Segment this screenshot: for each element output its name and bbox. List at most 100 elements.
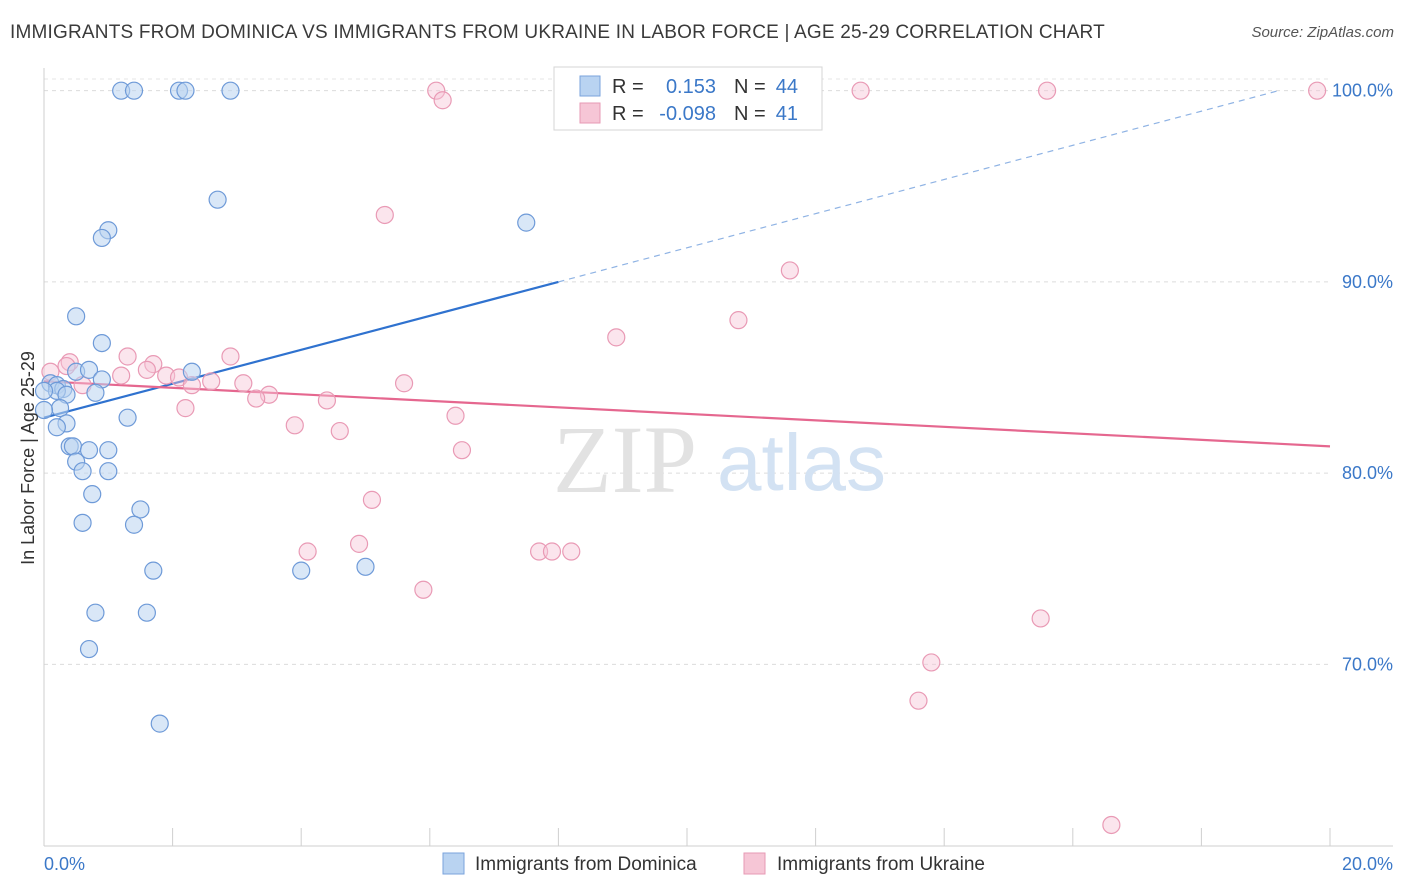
x-tick-label: 0.0% bbox=[44, 854, 85, 874]
point-ukraine bbox=[247, 389, 266, 408]
legend-swatch-dominica bbox=[442, 852, 465, 875]
chart-title: IMMIGRANTS FROM DOMINICA VS IMMIGRANTS F… bbox=[10, 22, 1105, 43]
legend-label-dominica: Immigrants from Dominica bbox=[475, 854, 697, 875]
point-ukraine bbox=[922, 653, 941, 672]
point-ukraine bbox=[202, 372, 221, 391]
point-ukraine bbox=[562, 542, 581, 561]
point-dominica bbox=[150, 714, 169, 733]
stats-r-label-ukraine: R = bbox=[612, 103, 644, 125]
point-dominica bbox=[63, 437, 83, 456]
axes bbox=[43, 68, 1393, 847]
point-dominica bbox=[50, 399, 70, 418]
stats-n-value-dominica: 44 bbox=[776, 76, 798, 98]
point-dominica bbox=[86, 383, 105, 402]
point-dominica bbox=[73, 462, 92, 481]
point-ukraine bbox=[446, 406, 465, 425]
trend-line-dominica-extension bbox=[558, 90, 1279, 283]
point-dominica bbox=[99, 441, 118, 460]
stats-n-value-ukraine: 41 bbox=[776, 103, 798, 125]
watermark-atlas: atlas bbox=[717, 418, 886, 507]
source-credit: Source: ZipAtlas.com bbox=[1251, 24, 1394, 41]
y-tick-label: 80.0% bbox=[1342, 463, 1393, 483]
point-dominica bbox=[137, 603, 156, 622]
stats-n-label-dominica: N = bbox=[734, 76, 766, 98]
stats-n-label-ukraine: N = bbox=[734, 103, 766, 125]
stats-r-value-ukraine: -0.098 bbox=[659, 103, 716, 125]
legend-label-ukraine: Immigrants from Ukraine bbox=[777, 854, 985, 875]
x-tick-label: 20.0% bbox=[1342, 854, 1393, 874]
point-ukraine bbox=[317, 391, 337, 410]
point-dominica bbox=[208, 190, 227, 209]
point-dominica bbox=[83, 485, 102, 504]
point-ukraine bbox=[427, 81, 446, 100]
point-dominica bbox=[144, 561, 163, 580]
point-dominica bbox=[92, 333, 111, 353]
data-points bbox=[34, 81, 1327, 835]
point-dominica bbox=[34, 400, 54, 420]
gridlines bbox=[44, 78, 1330, 665]
point-dominica bbox=[99, 462, 118, 481]
point-dominica bbox=[34, 381, 54, 400]
point-ukraine bbox=[375, 205, 394, 225]
y-axis-label: In Labor Force | Age 25-29 bbox=[18, 351, 38, 565]
stats-swatch-dominica bbox=[579, 75, 601, 97]
point-ukraine bbox=[729, 311, 748, 330]
point-dominica bbox=[79, 360, 99, 379]
stats-swatch-ukraine bbox=[579, 102, 601, 124]
legend-swatch-ukraine bbox=[743, 852, 766, 875]
point-dominica bbox=[176, 81, 195, 100]
point-dominica bbox=[131, 500, 150, 519]
point-ukraine bbox=[362, 490, 382, 509]
point-ukraine bbox=[221, 347, 240, 366]
point-dominica bbox=[124, 81, 144, 100]
point-ukraine bbox=[452, 441, 472, 460]
point-ukraine bbox=[607, 328, 626, 347]
point-ukraine bbox=[780, 261, 799, 280]
trend-line-ukraine bbox=[43, 380, 1331, 448]
point-ukraine bbox=[394, 374, 414, 393]
point-dominica bbox=[292, 561, 311, 580]
point-ukraine bbox=[433, 91, 452, 110]
point-ukraine bbox=[176, 399, 195, 418]
point-dominica bbox=[118, 408, 137, 427]
trend-line-dominica bbox=[43, 280, 559, 419]
point-dominica bbox=[67, 307, 86, 326]
point-ukraine bbox=[542, 542, 562, 561]
legend: Immigrants from Dominica Immigrants from… bbox=[442, 852, 985, 875]
point-ukraine bbox=[234, 374, 253, 393]
trend-lines bbox=[43, 90, 1331, 448]
point-ukraine bbox=[298, 542, 317, 561]
point-ukraine bbox=[851, 81, 870, 100]
point-ukraine bbox=[1102, 815, 1121, 835]
point-ukraine bbox=[1031, 609, 1050, 628]
stats-r-value-dominica: 0.153 bbox=[666, 76, 716, 98]
point-dominica bbox=[73, 513, 92, 532]
point-dominica bbox=[79, 639, 99, 659]
point-ukraine bbox=[349, 534, 369, 553]
stats-r-label-dominica: R = bbox=[612, 76, 644, 98]
point-dominica bbox=[47, 418, 66, 437]
point-ukraine bbox=[530, 542, 549, 561]
stats-box: R = 0.153 N = 44 R = -0.098 N = 41 bbox=[553, 66, 823, 131]
y-tick-labels: 70.0% 80.0% 90.0% 100.0% bbox=[1332, 81, 1393, 675]
point-dominica bbox=[86, 603, 105, 622]
point-dominica bbox=[79, 441, 99, 460]
x-tick-labels: 0.0% 20.0% bbox=[44, 854, 1393, 874]
point-dominica bbox=[124, 515, 144, 534]
point-ukraine bbox=[112, 366, 131, 385]
y-tick-label: 90.0% bbox=[1342, 272, 1393, 292]
y-tick-label: 100.0% bbox=[1332, 81, 1393, 101]
point-dominica bbox=[356, 557, 375, 576]
point-ukraine bbox=[330, 421, 349, 441]
point-ukraine bbox=[414, 580, 433, 599]
watermark: ZIP atlas bbox=[553, 406, 886, 513]
point-ukraine bbox=[137, 360, 156, 379]
point-ukraine bbox=[909, 691, 928, 710]
point-ukraine bbox=[1037, 81, 1057, 100]
point-dominica bbox=[221, 81, 240, 100]
point-dominica bbox=[182, 362, 201, 381]
point-dominica bbox=[92, 228, 111, 248]
y-tick-label: 70.0% bbox=[1342, 654, 1393, 674]
watermark-zip: ZIP bbox=[553, 406, 697, 513]
